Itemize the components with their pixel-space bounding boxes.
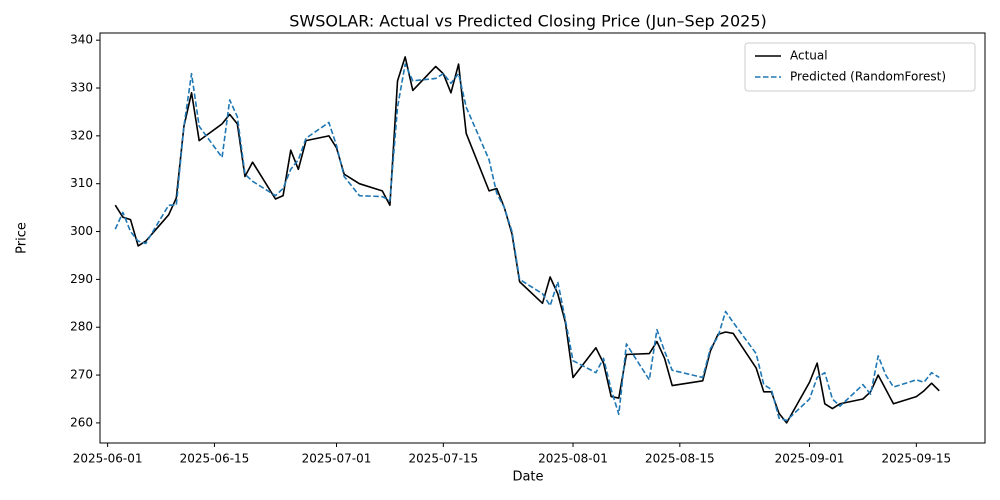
legend: Actual Predicted (RandomForest) <box>744 42 976 92</box>
y-tick-label: 270 <box>70 368 93 382</box>
x-tick-label: 2025-09-01 <box>775 452 845 466</box>
y-tick-label: 310 <box>70 176 93 190</box>
y-tick-label: 340 <box>70 33 93 47</box>
y-tick-label: 300 <box>70 224 93 238</box>
chart-title: SWSOLAR: Actual vs Predicted Closing Pri… <box>289 12 766 31</box>
series-line <box>114 63 940 422</box>
y-tick-label: 320 <box>70 128 93 142</box>
legend-label: Actual <box>790 49 828 63</box>
y-tick-label: 280 <box>70 320 93 334</box>
y-tick-label: 260 <box>70 415 93 429</box>
y-tick-label: 330 <box>70 81 93 95</box>
plot-frame <box>99 32 986 444</box>
x-tick-label: 2025-06-01 <box>73 452 143 466</box>
x-tick-label: 2025-07-15 <box>408 452 478 466</box>
y-tick-label: 290 <box>70 272 93 286</box>
x-tick-label: 2025-08-01 <box>538 452 608 466</box>
x-tick-label: 2025-06-15 <box>180 452 250 466</box>
x-tick-label: 2025-09-15 <box>881 452 951 466</box>
legend-box <box>744 42 976 92</box>
series-line <box>114 56 940 424</box>
x-tick-label: 2025-07-01 <box>302 452 372 466</box>
x-tick-label: 2025-08-15 <box>645 452 715 466</box>
y-axis-label: Price <box>15 222 30 254</box>
x-axis-label: Date <box>512 470 543 485</box>
legend-label: Predicted (RandomForest) <box>790 70 946 84</box>
